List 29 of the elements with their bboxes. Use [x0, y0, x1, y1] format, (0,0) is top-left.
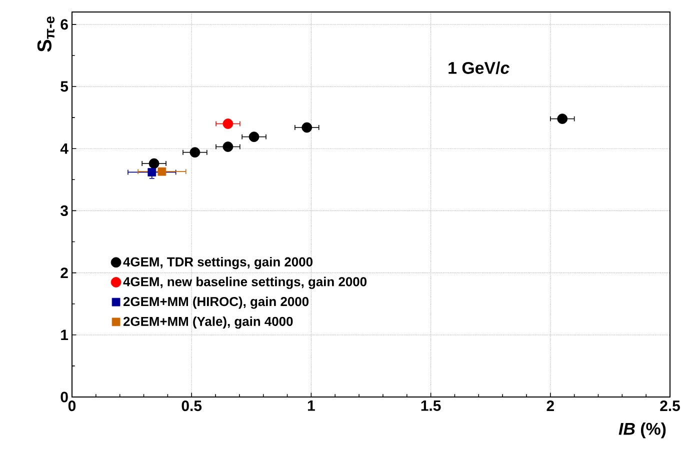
point	[222, 118, 234, 129]
point	[302, 122, 312, 133]
legend-label: 2GEM+MM (Yale), gain 4000	[123, 316, 293, 329]
legend-label: 2GEM+MM (HIROC), gain 2000	[123, 296, 309, 309]
y-tick-label: 3	[60, 205, 68, 216]
point	[248, 132, 260, 142]
x-tick-label: 1.5	[421, 400, 441, 411]
y-tick-label: 5	[60, 81, 68, 92]
y-tick-label: 1	[61, 330, 68, 340]
point	[148, 168, 156, 176]
point	[557, 114, 568, 124]
y-tick-label: 2	[60, 268, 68, 278]
point	[148, 158, 160, 169]
point	[222, 142, 234, 152]
x-tick-label: 0	[68, 400, 76, 412]
point	[190, 147, 200, 158]
x-tick-label: 2	[546, 400, 554, 411]
y-axis-title: S$_{π-e}$	[37, 16, 55, 52]
x-tick-label: 2.5	[660, 400, 680, 412]
y-tick-label: 0	[60, 392, 68, 402]
x-tick-label: 1	[308, 400, 315, 411]
x-axis-title: IB (%)	[618, 422, 666, 438]
annotation: 1 GeV/c	[448, 62, 510, 74]
y-tick-label: 6	[60, 19, 68, 30]
legend-label: 4GEM, new baseline settings, gain 2000	[123, 276, 366, 289]
legend-label: 4GEM, TDR settings, gain 2000	[123, 256, 312, 270]
x-tick-label: 0.5	[182, 400, 202, 412]
point	[158, 167, 166, 176]
y-tick-label: 4	[60, 143, 68, 154]
